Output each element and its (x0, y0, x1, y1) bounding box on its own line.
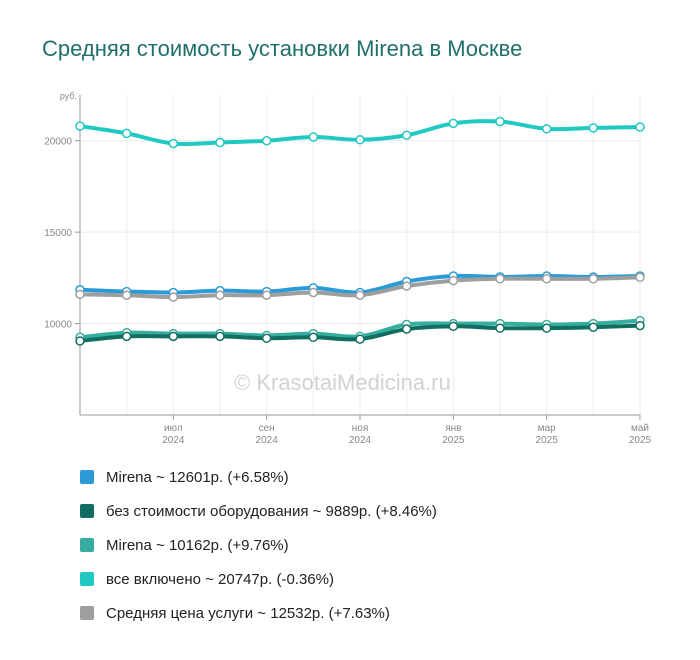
data-point[interactable] (308, 287, 319, 298)
data-point[interactable] (261, 333, 272, 343)
legend-swatch (80, 470, 94, 484)
data-point[interactable] (355, 290, 365, 300)
legend-swatch (80, 538, 94, 552)
data-point[interactable] (541, 274, 552, 284)
x-tick-label-year: 2024 (256, 435, 279, 446)
data-point[interactable] (448, 118, 459, 129)
data-point[interactable] (448, 275, 459, 286)
data-point[interactable] (75, 336, 85, 346)
axes: 100001500020000руб.июл2024сен2024ноя2024… (44, 91, 651, 446)
data-point[interactable] (215, 290, 225, 300)
data-point[interactable] (261, 135, 272, 146)
chart-title: Средняя стоимость установки Mirena в Мос… (42, 36, 523, 61)
line-chart: 100001500020000руб.июл2024сен2024ноя2024… (44, 91, 651, 446)
legend-label: все включено ~ 20747р. (-0.36%) (106, 570, 334, 588)
data-point[interactable] (168, 292, 179, 302)
x-tick-label-year: 2024 (349, 435, 372, 446)
data-point[interactable] (401, 281, 412, 291)
x-tick-label-month: сен (259, 423, 275, 434)
x-tick-label-month: ноя (352, 423, 369, 434)
data-point[interactable] (541, 323, 552, 333)
data-point[interactable] (215, 331, 225, 342)
legend-item-mirena[interactable]: Mirena ~ 12601р. (+6.58%) (80, 460, 437, 494)
legend-label: Средняя цена услуги ~ 12532р. (+7.63%) (106, 604, 390, 622)
x-tick-label-year: 2025 (536, 435, 559, 446)
x-tick-label-month: май (631, 423, 649, 434)
data-point[interactable] (448, 321, 459, 332)
y-unit-label: руб. (60, 91, 77, 101)
x-tick-label-month: июл (164, 423, 183, 434)
x-tick-label-year: 2025 (442, 435, 465, 446)
legend-item-mirena-2[interactable]: Mirena ~ 10162р. (+9.76%) (80, 528, 437, 562)
legend-item-all-inclusive[interactable]: все включено ~ 20747р. (-0.36%) (80, 562, 437, 596)
legend-item-no-equipment[interactable]: без стоимости оборудования ~ 9889р. (+8.… (80, 494, 437, 528)
data-point[interactable] (261, 290, 272, 300)
data-point[interactable] (308, 132, 319, 142)
x-tick-label-month: янв (445, 423, 461, 434)
data-point[interactable] (588, 322, 599, 332)
data-point[interactable] (215, 137, 225, 148)
legend-swatch (80, 504, 94, 518)
data-point[interactable] (401, 130, 412, 140)
data-point[interactable] (308, 332, 319, 343)
data-point[interactable] (541, 124, 552, 134)
legend-label: Mirena ~ 10162р. (+9.76%) (106, 536, 289, 554)
data-point[interactable] (75, 289, 85, 300)
data-point[interactable] (355, 334, 365, 344)
watermark: © KrasotaiMedicina.ru (234, 370, 451, 395)
data-point[interactable] (401, 324, 412, 334)
y-tick-label: 20000 (44, 137, 72, 148)
data-point[interactable] (495, 323, 505, 333)
legend-swatch (80, 572, 94, 586)
x-tick-label-year: 2024 (162, 435, 185, 446)
data-point[interactable] (588, 274, 599, 284)
legend-swatch (80, 606, 94, 620)
legend: Mirena ~ 12601р. (+6.58%) без стоимости … (80, 460, 437, 630)
legend-item-average-price[interactable]: Средняя цена услуги ~ 12532р. (+7.63%) (80, 596, 437, 630)
data-point[interactable] (168, 138, 179, 149)
data-point[interactable] (495, 274, 505, 284)
data-point[interactable] (75, 121, 85, 131)
x-tick-label-month: мар (538, 423, 556, 434)
data-point[interactable] (121, 290, 132, 300)
data-point[interactable] (355, 135, 365, 145)
y-tick-label: 15000 (44, 228, 72, 239)
data-point[interactable] (168, 331, 179, 342)
y-tick-label: 10000 (44, 320, 72, 331)
data-point[interactable] (495, 116, 505, 127)
data-point[interactable] (121, 331, 132, 342)
data-point[interactable] (121, 128, 132, 139)
legend-label: Mirena ~ 12601р. (+6.58%) (106, 468, 289, 486)
data-point[interactable] (635, 272, 645, 283)
legend-label: без стоимости оборудования ~ 9889р. (+8.… (106, 502, 437, 520)
data-point[interactable] (635, 320, 645, 331)
data-point[interactable] (635, 122, 645, 132)
x-tick-label-year: 2025 (629, 435, 652, 446)
data-point[interactable] (588, 123, 599, 133)
data-points (75, 116, 645, 346)
